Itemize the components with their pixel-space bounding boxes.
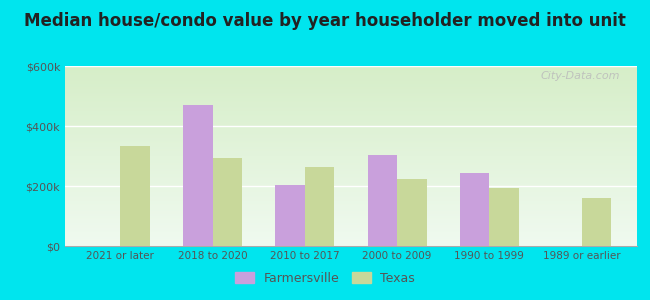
Legend: Farmersville, Texas: Farmersville, Texas	[229, 265, 421, 291]
Bar	[183, 105, 213, 246]
Bar	[276, 184, 305, 246]
Bar	[305, 167, 334, 246]
Bar	[397, 178, 426, 246]
Bar	[489, 188, 519, 246]
Bar	[582, 198, 611, 246]
Text: City-Data.com: City-Data.com	[540, 71, 620, 81]
Bar	[120, 146, 150, 246]
Bar	[213, 158, 242, 246]
Text: Median house/condo value by year householder moved into unit: Median house/condo value by year househo…	[24, 12, 626, 30]
Bar	[460, 172, 489, 246]
Bar	[368, 154, 397, 246]
